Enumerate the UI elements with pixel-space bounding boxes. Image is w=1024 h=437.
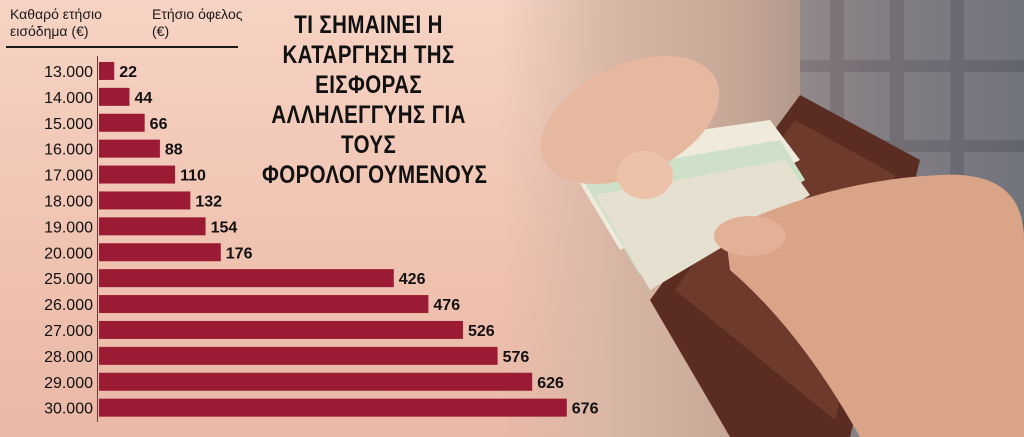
category-label: 19.000 <box>44 219 93 236</box>
header-divider <box>6 46 238 48</box>
category-label: 15.000 <box>44 116 93 133</box>
value-label: 576 <box>503 349 530 366</box>
value-label: 476 <box>433 297 460 314</box>
value-label: 44 <box>134 90 152 107</box>
category-label: 25.000 <box>44 271 93 288</box>
wallet-photo <box>500 0 1024 437</box>
bar <box>99 139 160 158</box>
value-label: 110 <box>180 168 206 185</box>
bar-chart: 13.000 22 14.000 44 15.000 66 16.000 88 17.000 11… <box>44 61 599 418</box>
value-label: 426 <box>399 271 426 288</box>
bar <box>99 87 130 106</box>
bar <box>99 320 463 339</box>
category-label: 20.000 <box>44 245 93 262</box>
value-label: 88 <box>165 142 183 159</box>
value-label: 676 <box>572 401 599 418</box>
bar <box>99 191 191 210</box>
category-label: 14.000 <box>44 90 93 107</box>
chart-title: ΤΙ ΣΗΜΑΙΝΕΙ Η ΚΑΤΑΡΓΗΣΗ ΤΗΣ ΕΙΣΦΟΡΑΣ ΑΛΛ… <box>262 11 488 189</box>
bar <box>99 269 394 288</box>
value-label: 132 <box>195 193 222 210</box>
category-label: 18.000 <box>44 193 93 210</box>
category-label: 13.000 <box>44 64 93 81</box>
category-label: 26.000 <box>44 297 93 314</box>
value-label: 22 <box>119 64 137 81</box>
bar <box>99 113 145 132</box>
bar <box>99 217 206 236</box>
category-label: 28.000 <box>44 349 93 366</box>
bar <box>99 165 176 184</box>
bar <box>99 398 567 417</box>
bar <box>99 61 115 80</box>
category-axis-line <box>97 56 98 422</box>
value-label: 66 <box>150 116 168 133</box>
value-label: 526 <box>468 323 495 340</box>
value-label: 176 <box>226 245 253 262</box>
category-label: 30.000 <box>44 401 93 418</box>
bar <box>99 346 498 365</box>
category-label: 16.000 <box>44 142 93 159</box>
category-label: 27.000 <box>44 323 93 340</box>
income-column-header: Καθαρό ετήσιο εισόδημα (€) <box>10 6 102 39</box>
bar <box>99 295 429 314</box>
bar <box>99 243 221 262</box>
category-label: 17.000 <box>44 168 93 185</box>
wallet-illustration <box>540 0 1024 437</box>
benefit-column-header: Ετήσιο όφελος (€) <box>152 6 243 39</box>
category-label: 29.000 <box>44 375 93 392</box>
value-label: 154 <box>211 219 238 236</box>
bar <box>99 372 533 391</box>
value-label: 626 <box>537 375 564 392</box>
